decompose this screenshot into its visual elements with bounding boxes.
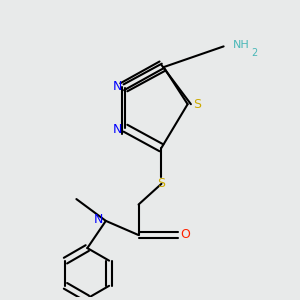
Text: NH: NH xyxy=(233,40,250,50)
Text: 2: 2 xyxy=(251,48,257,58)
Text: S: S xyxy=(158,177,166,190)
Text: N: N xyxy=(112,123,122,136)
Text: O: O xyxy=(180,228,190,241)
Text: S: S xyxy=(193,98,201,111)
Text: N: N xyxy=(94,213,103,226)
Text: N: N xyxy=(112,80,122,93)
